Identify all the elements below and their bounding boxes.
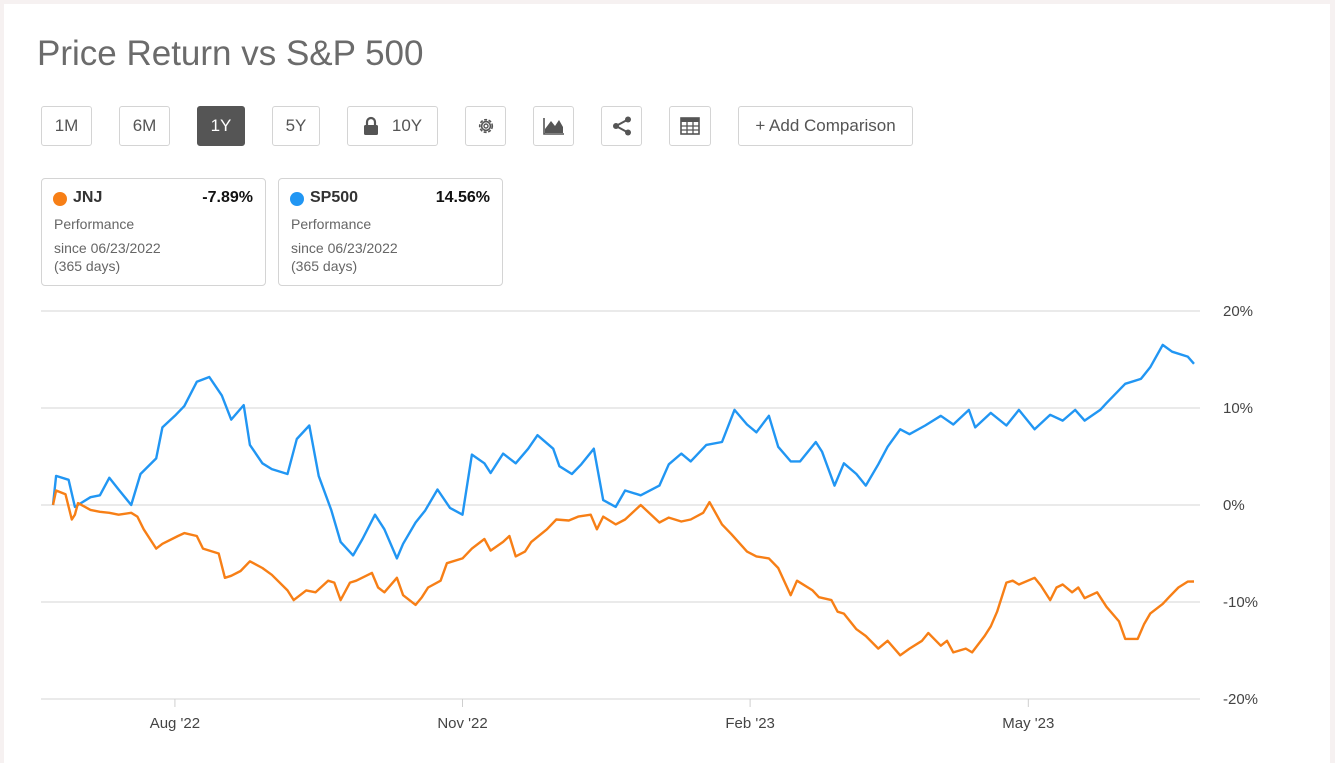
legend-symbol: JNJ [73,189,103,206]
chart-type-button[interactable] [533,106,574,146]
legend-since: since 06/23/2022 [291,240,398,256]
range-1y-button[interactable]: 1Y [197,106,245,146]
y-tick-label: 20% [1223,303,1253,320]
legend-card-jnj[interactable]: JNJ -7.89% Performance since 06/23/2022 … [41,178,266,286]
table-icon [680,117,700,135]
x-tick-label: Aug '22 [150,715,200,732]
series-line-jnj [51,489,1195,657]
series-line-sp500 [51,343,1195,560]
legend-since: since 06/23/2022 [54,240,161,256]
range-6m-button[interactable]: 6M [119,106,170,146]
area-chart-icon [542,117,565,135]
y-tick-label: -10% [1223,594,1258,611]
page-title: Price Return vs S&P 500 [37,34,424,73]
range-10y-label: 10Y [391,116,423,135]
legend-label: Performance [54,216,135,232]
range-5y-button[interactable]: 5Y [272,106,320,146]
legend-card-sp500[interactable]: SP500 14.56% Performance since 06/23/202… [278,178,503,286]
x-tick-label: Nov '22 [437,715,487,732]
sp500-color-dot [290,192,304,206]
legend-value: -7.89% [202,189,253,206]
legend-label: Performance [291,216,372,232]
range-10y-button[interactable]: 10Y [347,106,438,146]
gear-icon [476,116,496,136]
table-view-button[interactable] [669,106,711,146]
add-comparison-button[interactable]: + Add Comparison [738,106,913,146]
legend-days: (365 days) [291,258,358,274]
y-tick-label: -20% [1223,691,1258,708]
x-tick-label: May '23 [1002,715,1054,732]
legend-symbol: SP500 [310,189,359,206]
x-tick-label: Feb '23 [725,715,775,732]
share-icon [611,116,633,136]
y-tick-label: 0% [1223,497,1245,514]
legend-value: 14.56% [435,189,490,206]
settings-button[interactable] [465,106,506,146]
lock-icon [363,116,379,136]
legend-days: (365 days) [54,258,121,274]
jnj-color-dot [53,192,67,206]
range-1m-button[interactable]: 1M [41,106,92,146]
y-tick-label: 10% [1223,400,1253,417]
share-button[interactable] [601,106,642,146]
